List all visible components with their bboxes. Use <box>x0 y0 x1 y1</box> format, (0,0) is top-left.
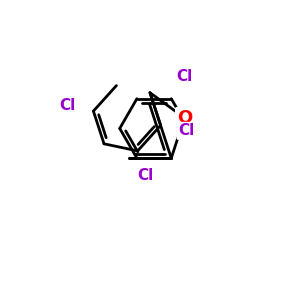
Text: Cl: Cl <box>176 68 193 83</box>
Text: Cl: Cl <box>138 168 154 183</box>
Text: Cl: Cl <box>60 98 76 113</box>
Text: O: O <box>177 109 192 127</box>
Text: Cl: Cl <box>178 123 194 138</box>
